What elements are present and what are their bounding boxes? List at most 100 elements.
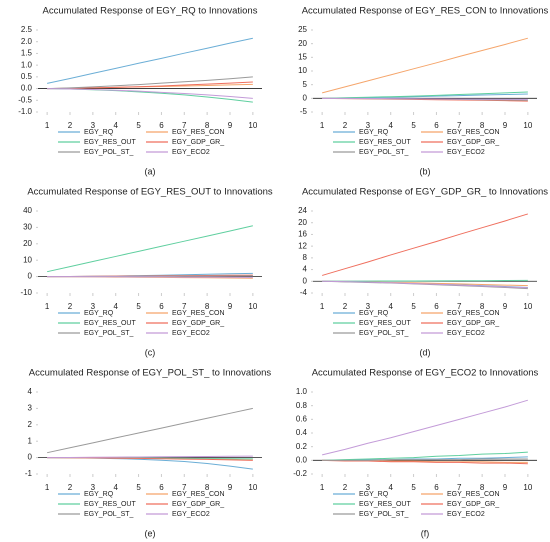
x-tick-label: 8	[480, 121, 485, 130]
x-tick-label: 7	[457, 483, 462, 492]
y-tick-label: 2	[28, 420, 33, 429]
y-tick-label: 4	[28, 387, 33, 396]
x-tick-label: 1	[320, 121, 325, 130]
x-tick-label: 4	[388, 121, 393, 130]
series-line	[47, 407, 253, 454]
x-tick-label: 2	[343, 483, 348, 492]
x-tick-label: 4	[388, 302, 393, 311]
series-line	[322, 458, 528, 461]
x-tick-label: 9	[503, 121, 508, 130]
y-tick-label: 0.0	[296, 455, 308, 464]
x-tick-label: 3	[366, 302, 371, 311]
series-line	[322, 279, 528, 282]
x-tick-label: 7	[457, 121, 462, 130]
legend-label: EGY_POL_ST_	[84, 330, 134, 337]
x-tick-label: 10	[523, 483, 532, 492]
series-line	[47, 225, 253, 273]
x-tick-label: 5	[411, 121, 416, 130]
x-tick-label: 1	[320, 302, 325, 311]
x-tick-label: 8	[205, 302, 210, 311]
legend-label: EGY_RQ	[84, 129, 114, 136]
series-line	[321, 213, 529, 276]
x-tick-label: 6	[434, 483, 439, 492]
x-tick-label: 1	[45, 121, 50, 130]
x-tick-label: 10	[523, 302, 532, 311]
legend-label: EGY_POL_ST_	[84, 511, 134, 518]
y-tick-label: 24	[298, 206, 307, 215]
y-tick-label: 5	[303, 80, 308, 89]
panel-label: (e)	[145, 528, 156, 538]
legend-label: EGY_ECO2	[447, 511, 485, 518]
y-tick-label: 0.0	[21, 84, 33, 93]
x-tick-label: 2	[68, 121, 73, 130]
x-tick-label: 7	[182, 302, 187, 311]
legend-label: EGY_RQ	[84, 491, 114, 498]
series-line	[47, 37, 253, 84]
legend-label: EGY_ECO2	[172, 511, 210, 518]
x-tick-label: 9	[228, 121, 233, 130]
x-tick-label: 1	[320, 483, 325, 492]
y-tick-label: 20	[23, 239, 32, 248]
y-tick-label: 2.0	[21, 37, 33, 46]
x-tick-label: 4	[388, 483, 393, 492]
x-tick-label: 3	[91, 302, 96, 311]
y-tick-label: 0	[28, 272, 33, 281]
panel-label: (d)	[420, 347, 431, 357]
x-tick-label: 1	[45, 483, 50, 492]
x-tick-label: 5	[136, 483, 141, 492]
series-line	[322, 91, 528, 99]
x-tick-label: 8	[480, 302, 485, 311]
legend-label: EGY_RQ	[359, 310, 389, 317]
y-tick-label: -5	[300, 107, 308, 116]
panel-label: (c)	[145, 347, 156, 357]
chart-title: Accumulated Response of EGY_GDP_GR_ to I…	[302, 187, 548, 198]
x-tick-label: 9	[228, 302, 233, 311]
x-tick-label: 8	[205, 121, 210, 130]
chart-title: Accumulated Response of EGY_ECO2 to Inno…	[312, 368, 539, 379]
y-tick-label: 25	[298, 25, 307, 34]
x-tick-label: 10	[523, 121, 532, 130]
legend-label: EGY_GDP_GR_	[172, 320, 224, 327]
legend-label: EGY_ECO2	[172, 330, 210, 337]
x-tick-label: 5	[411, 483, 416, 492]
series-line	[47, 81, 253, 90]
legend-label: EGY_RES_CON	[172, 129, 225, 136]
legend-label: EGY_RES_CON	[447, 491, 500, 498]
legend-label: EGY_POL_ST_	[359, 511, 409, 518]
x-tick-label: 4	[113, 121, 118, 130]
legend-label: EGY_RES_CON	[172, 491, 225, 498]
y-tick-label: -0.2	[293, 469, 307, 478]
x-tick-label: 6	[159, 483, 164, 492]
y-tick-label: 4	[303, 265, 308, 274]
series-line	[322, 37, 528, 94]
x-tick-label: 6	[434, 121, 439, 130]
legend-label: EGY_RES_CON	[447, 129, 500, 136]
x-tick-label: 6	[434, 302, 439, 311]
x-tick-label: 7	[182, 121, 187, 130]
x-tick-label: 4	[113, 302, 118, 311]
series-line	[47, 88, 253, 99]
x-tick-label: 8	[205, 483, 210, 492]
x-tick-label: 6	[159, 121, 164, 130]
x-tick-label: 4	[113, 483, 118, 492]
y-tick-label: 0.5	[21, 72, 33, 81]
y-tick-label: 20	[298, 218, 307, 227]
y-tick-label: 30	[23, 223, 32, 232]
panel-label: (a)	[145, 166, 156, 176]
legend-label: EGY_RES_OUT	[84, 320, 136, 327]
legend-label: EGY_ECO2	[447, 149, 485, 156]
x-tick-label: 9	[503, 302, 508, 311]
x-tick-label: 8	[480, 483, 485, 492]
y-tick-label: -1.0	[18, 107, 32, 116]
x-tick-label: 10	[248, 302, 257, 311]
x-tick-label: 5	[411, 302, 416, 311]
legend-label: EGY_RES_OUT	[84, 501, 136, 508]
legend-label: EGY_RES_CON	[172, 310, 225, 317]
series-line	[322, 280, 528, 289]
legend-label: EGY_POL_ST_	[84, 149, 134, 156]
y-tick-label: 0	[303, 276, 308, 285]
x-tick-label: 3	[91, 483, 96, 492]
x-tick-label: 9	[503, 483, 508, 492]
x-tick-label: 3	[366, 483, 371, 492]
legend-label: EGY_RES_CON	[447, 310, 500, 317]
